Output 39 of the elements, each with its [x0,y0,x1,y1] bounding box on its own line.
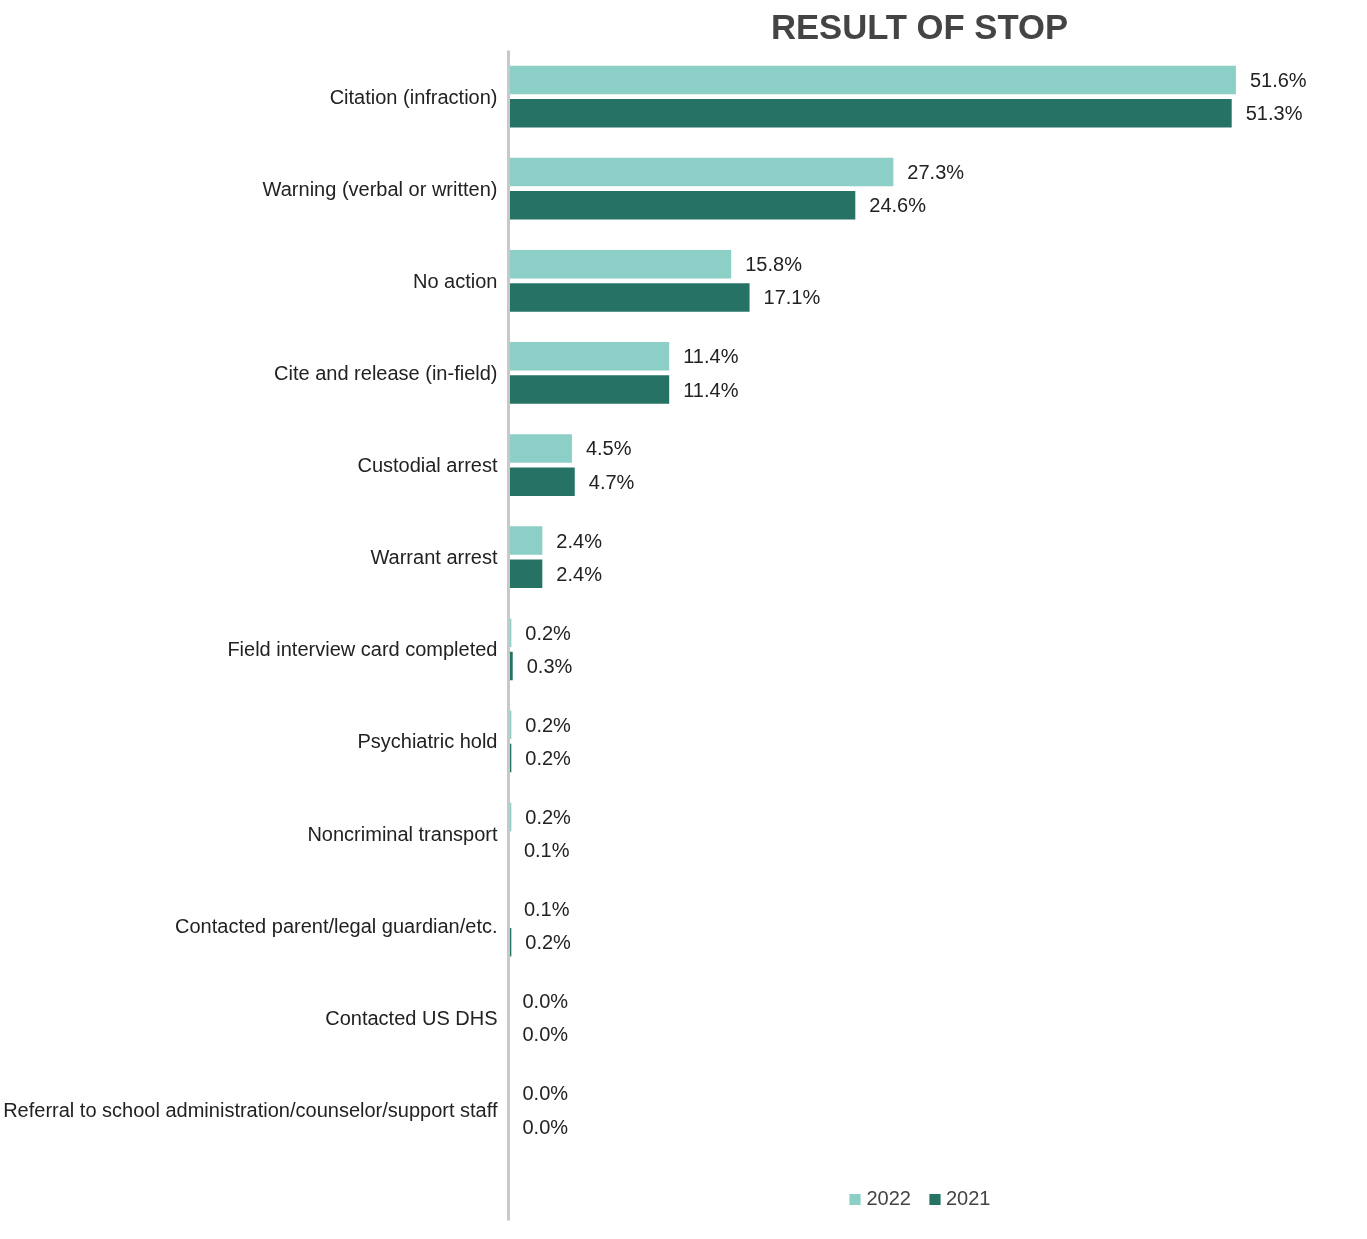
y-tick-label: Custodial arrest [357,454,498,477]
y-tick-label: Contacted parent/legal guardian/etc. [175,914,498,937]
data-label: 24.6% [869,194,927,217]
legend-label: 2022 [866,1187,911,1210]
data-label: 0.2% [525,805,572,828]
data-label: 27.3% [907,161,965,184]
legend-label: 2021 [946,1187,991,1210]
data-label: 2.4% [556,529,603,552]
y-tick-label: Contacted US DHS [325,1006,498,1029]
data-label: 51.6% [1249,68,1307,91]
data-label: 4.7% [588,470,635,493]
data-label: 0.0% [522,1115,569,1138]
data-label: 0.0% [522,1082,569,1105]
y-tick-label: Field interview card completed [227,638,498,661]
chart-title: RESULT OF STOP [770,7,1069,46]
data-label: 17.1% [763,286,821,309]
y-tick-label: Cite and release (in-field) [274,361,498,384]
y-tick-label: Warrant arrest [370,546,498,569]
data-label: 0.2% [525,931,572,954]
data-label: 0.0% [522,1023,569,1046]
y-tick-label: Warning (verbal or written) [262,177,498,200]
y-tick-label: Noncriminal transport [307,822,498,845]
data-label: 0.2% [525,747,572,770]
y-tick-label: Psychiatric hold [357,730,498,753]
data-label: 11.4% [683,378,739,401]
data-label: 0.2% [525,713,572,736]
data-label: 2.4% [556,562,603,585]
data-label: 0.0% [522,990,569,1013]
data-label: 0.1% [523,839,570,862]
y-tick-label: No action [413,269,498,292]
data-label: 0.1% [523,898,570,921]
data-label: 0.2% [525,621,572,644]
y-tick-label: Referral to school administration/counselor/support staff [3,1098,498,1121]
data-label: 15.8% [745,253,803,276]
y-tick-label: Citation (infraction) [329,85,498,108]
data-label: 51.3% [1245,102,1303,125]
data-label: 11.4% [683,345,739,368]
data-label: 4.5% [585,437,632,460]
data-label: 0.3% [526,654,573,677]
